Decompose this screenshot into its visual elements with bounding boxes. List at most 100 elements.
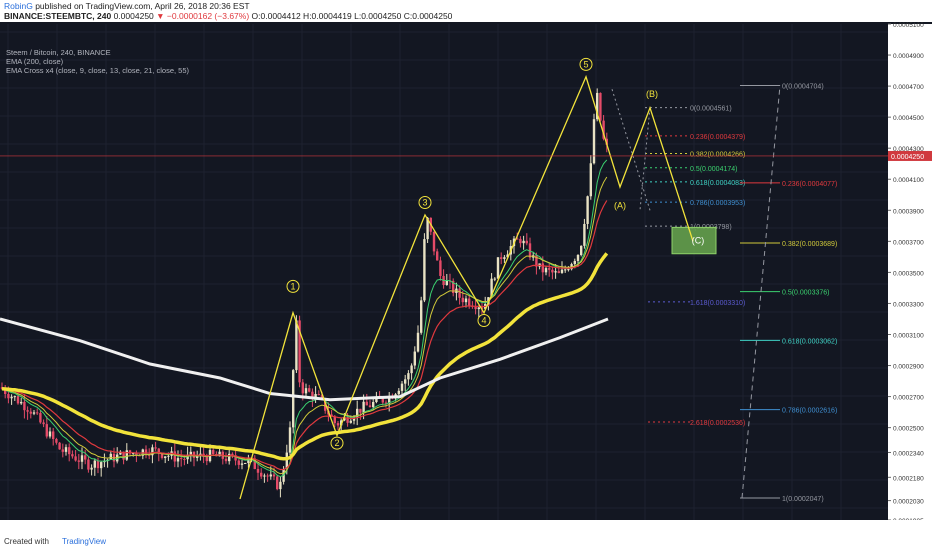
candle-body <box>375 396 378 403</box>
candle-body <box>436 251 439 261</box>
publish-header: RobinG published on TradingView.com, Apr… <box>0 0 932 22</box>
candle-body <box>173 451 176 462</box>
candle-body <box>432 231 436 252</box>
publish-line: RobinG published on TradingView.com, Apr… <box>4 1 250 11</box>
candle-body <box>135 452 138 456</box>
projection-line <box>611 89 651 211</box>
candle-body <box>224 458 228 462</box>
fib-extension-label: 0(0.0004704) <box>782 83 824 90</box>
wave-label: 4 <box>481 316 486 326</box>
candle-body <box>240 463 244 465</box>
candle-body <box>464 298 468 303</box>
candle-body <box>468 298 471 306</box>
candle-body <box>586 196 589 224</box>
candle-body <box>333 416 336 424</box>
candle-body <box>362 401 365 413</box>
candle-body <box>244 463 247 465</box>
candle-body <box>349 420 352 423</box>
candle-body <box>116 454 119 462</box>
chart-panel[interactable]: 0(0.0004561) 0.236(0.0004379) 0.382(0.0004… <box>0 22 932 522</box>
candle-body <box>500 257 503 259</box>
candle-body <box>605 138 608 145</box>
candle-body <box>477 307 480 310</box>
y-tick-label: 0.0003900 <box>893 208 924 215</box>
candle-body <box>384 402 388 404</box>
price-chart[interactable]: 0(0.0004561) 0.236(0.0004379) 0.382(0.0004… <box>0 22 932 522</box>
candle-body <box>535 255 538 267</box>
candle-body <box>356 408 359 418</box>
candle-body <box>400 383 404 391</box>
y-tick-label: 0.0005100 <box>893 22 924 29</box>
candle-body <box>234 455 237 461</box>
axes: 0.0004250 0.0005100 0.0004900 0.0004700 0.00… <box>0 22 932 522</box>
projection-line <box>639 107 651 211</box>
wave-label: (B) <box>646 89 658 99</box>
y-tick-label: 0.0004100 <box>893 177 924 184</box>
candle-body <box>439 260 442 276</box>
wave-label: 1 <box>290 281 295 291</box>
tradingview-logo[interactable]: TradingView <box>62 537 107 546</box>
candle-body <box>269 474 272 477</box>
ema-13-line <box>1 176 608 475</box>
wave-label: 3 <box>422 198 427 208</box>
y-tick-label: 0.0003100 <box>893 332 924 339</box>
candle-body <box>295 320 298 371</box>
elliott-wave: 1 2 3 4 5 (A) (B) (C) <box>239 57 704 500</box>
candle-body <box>301 382 304 394</box>
candle-body <box>119 451 122 455</box>
candle-body <box>426 217 429 240</box>
fib-extension-label: 0.618(0.0003062) <box>782 338 837 345</box>
candle-body <box>528 243 532 258</box>
fib-extension-label: 0.382(0.0003689) <box>782 241 837 248</box>
projection-line <box>741 85 781 499</box>
candle-body <box>407 373 410 380</box>
candle-body <box>474 306 477 310</box>
created-with: Created with <box>4 537 49 546</box>
candle-body <box>576 255 580 261</box>
candle-body <box>272 474 276 477</box>
candle-body <box>554 271 557 273</box>
ema-21-line <box>1 200 608 471</box>
candle-body <box>160 453 164 458</box>
candle-body <box>176 458 180 462</box>
candle-body <box>132 452 135 454</box>
candle-body <box>340 420 343 426</box>
candle-body <box>461 297 464 303</box>
chart-legend: Steem / Bitcoin, 240, BINANCE EMA (200, … <box>6 48 189 75</box>
legend-ema: EMA (200, close) <box>6 57 64 66</box>
candle-body <box>247 458 250 464</box>
candle-body <box>205 456 208 462</box>
author-link[interactable]: RobinG <box>4 1 33 11</box>
candle-body <box>506 254 509 258</box>
candle-body <box>519 238 522 244</box>
y-tick-label: 0.0002700 <box>893 395 924 402</box>
candle-body <box>480 307 484 309</box>
candle-body <box>368 405 372 408</box>
y-tick-label: 0.0004700 <box>893 84 924 91</box>
fib-extension-label: 1(0.0002047) <box>782 496 824 503</box>
candle-body <box>503 257 506 259</box>
candle-body <box>32 412 36 414</box>
candle-body <box>84 455 87 460</box>
candle-body <box>541 263 544 273</box>
y-tick-label: 0.0002180 <box>893 475 924 482</box>
fib-retracement-label: 0.618(0.0004083) <box>690 180 745 187</box>
symbol-name: BINANCE:STEEMBTC, 240 <box>4 11 112 21</box>
candle-body <box>445 280 448 286</box>
candle-body <box>551 269 554 273</box>
candle-body <box>589 163 592 197</box>
candle-body <box>39 413 42 423</box>
price-change: ▼ −0.0000162 (−3.67%) <box>156 11 250 21</box>
y-tick-label: 0.0002030 <box>893 499 924 506</box>
ema-9-line <box>1 159 608 478</box>
wave-path <box>239 74 694 500</box>
candle-body <box>352 417 356 421</box>
ohlc-values: O:0.0004412 H:0.0004419 L:0.0004250 C:0.… <box>251 11 453 21</box>
candle-body <box>55 439 58 443</box>
candle-body <box>263 475 266 477</box>
candle-body <box>458 288 461 298</box>
candle-body <box>560 269 564 273</box>
candle-body <box>573 260 576 265</box>
wave-label: 5 <box>583 59 588 69</box>
candle-body <box>154 447 157 449</box>
